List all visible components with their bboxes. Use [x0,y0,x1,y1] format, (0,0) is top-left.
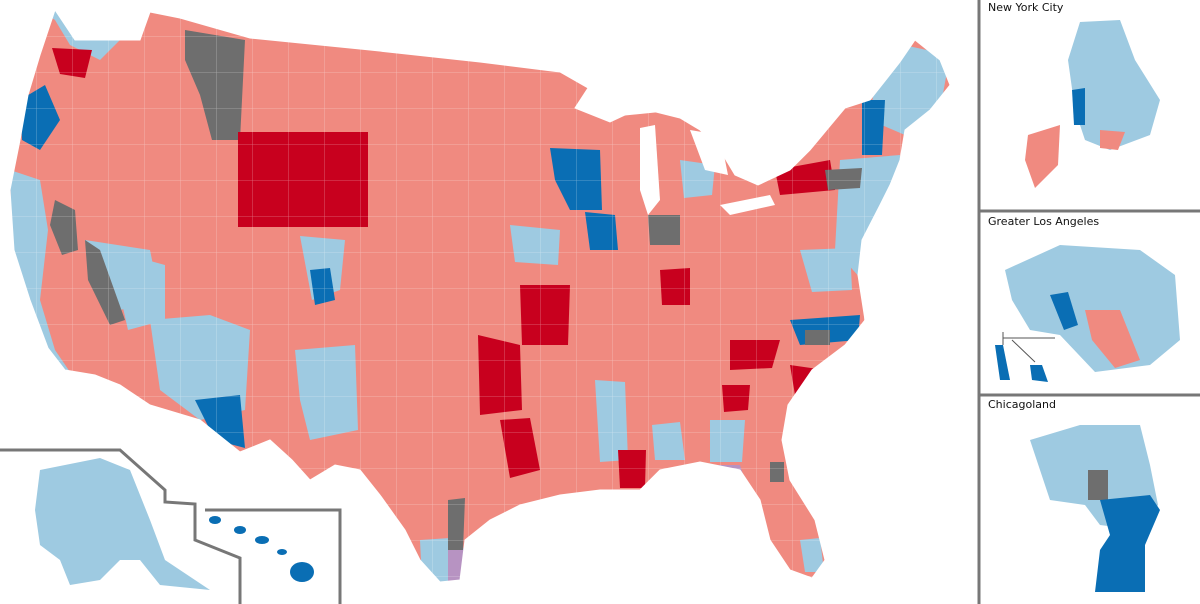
la-orange-county [1085,310,1140,368]
us-outline [9,8,951,583]
la-islands-1 [995,345,1010,380]
nyc-bronx-queens [1068,20,1160,150]
lake-erie [720,195,775,215]
la-central-blue [1050,292,1078,330]
nyc-staten-island [1025,125,1060,188]
lake-superior [585,98,660,118]
nyc-manhattan [1072,88,1085,125]
nyc-brooklyn-south [1100,130,1125,150]
alaska-inset-frame [0,448,242,604]
hawaii [209,516,314,582]
inset-chicago-title: Chicagoland [988,398,1056,411]
inset-la: Greater Los Angeles [988,215,1180,382]
hawaii-inset-frame [205,508,342,604]
chicago-gray [1088,470,1108,500]
la-islands-2 [1030,365,1048,382]
inset-nyc-title: New York City [988,1,1064,14]
inset-la-title: Greater Los Angeles [988,215,1099,228]
lake-huron [690,130,728,175]
chicago-south-blue [1095,495,1160,592]
alaska [35,458,210,590]
inset-nyc: New York City [988,1,1160,188]
lake-michigan [640,125,660,215]
inset-chicago: Chicagoland [988,398,1160,592]
la-north [1005,245,1180,372]
contiguous-us [9,8,951,583]
la-inset-leader [1002,332,1055,363]
